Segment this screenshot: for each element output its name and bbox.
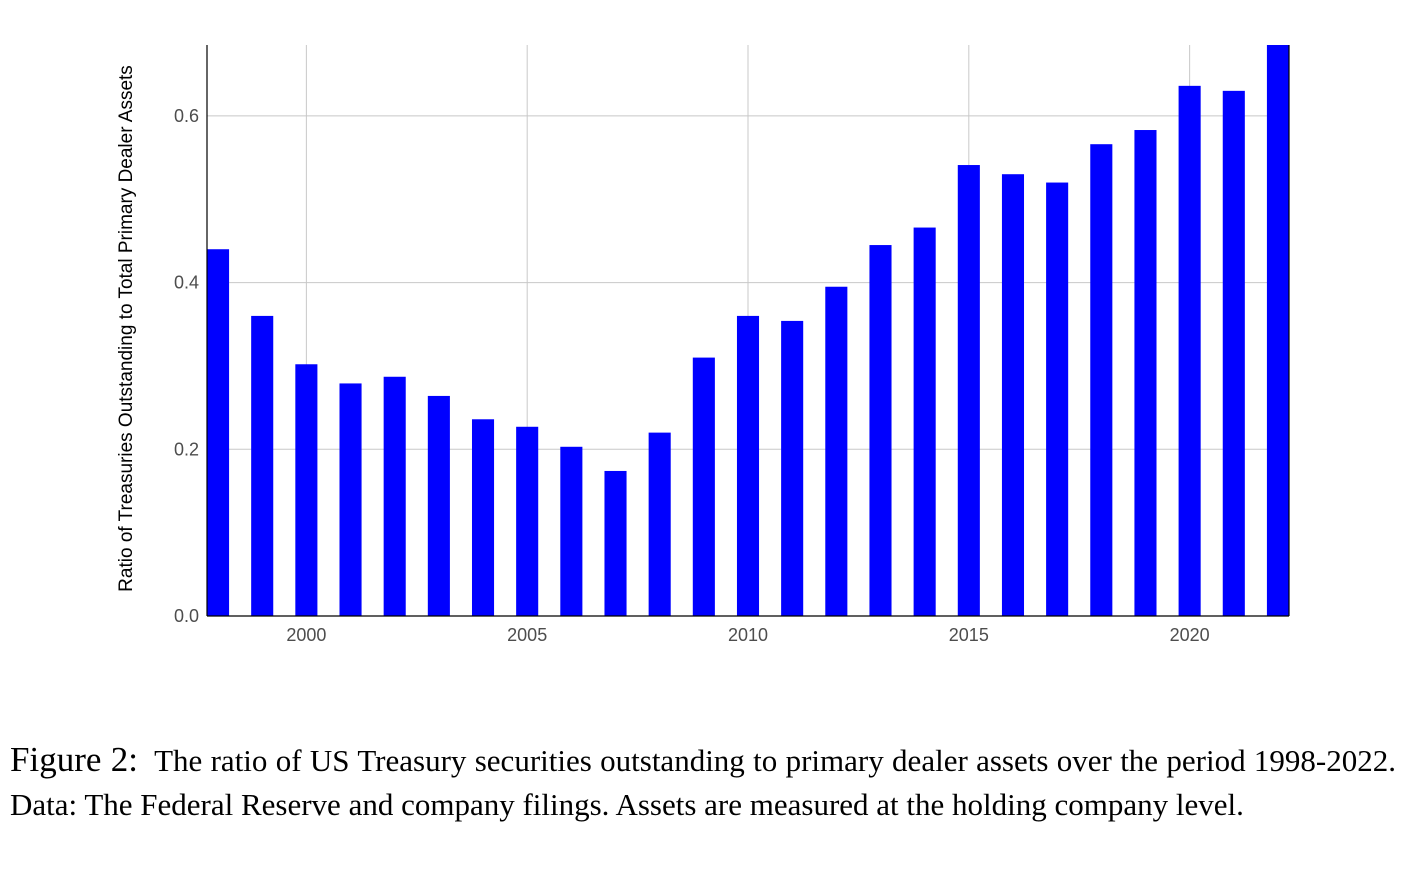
x-tick-label: 2010 (728, 625, 768, 645)
chart: 0.0 0.2 0.4 0.6 2000 2005 2010 2015 2020 Ratio o… (116, 45, 1290, 645)
bar-2006 (560, 446, 583, 616)
y-tick-label: 0.2 (174, 439, 199, 459)
axes (206, 45, 1290, 617)
x-tick-label: 2020 (1170, 625, 1210, 645)
bar-2022 (1266, 45, 1289, 616)
bar-2011 (781, 320, 804, 616)
bar-2009 (692, 357, 715, 616)
bar-2018 (1090, 144, 1113, 616)
y-tick-label: 0.0 (174, 606, 199, 626)
y-tick-label: 0.4 (174, 273, 199, 293)
bar-2002 (383, 376, 406, 616)
bar-2005 (516, 426, 539, 616)
x-tick-label: 2015 (949, 625, 989, 645)
caption-label: Figure 2: (10, 740, 138, 779)
bar-2014 (913, 227, 936, 616)
bar-2020 (1178, 85, 1201, 616)
bar-2000 (295, 364, 318, 616)
x-tick-label: 2005 (507, 625, 547, 645)
bars (207, 45, 1289, 617)
bar-2012 (825, 286, 848, 616)
bar-2008 (648, 432, 671, 616)
bar-2003 (427, 395, 450, 616)
bar-2001 (339, 383, 362, 616)
bar-2007 (604, 470, 627, 616)
bar-2010 (736, 315, 760, 616)
x-tick-label: 2000 (286, 625, 326, 645)
bar-2016 (1001, 174, 1025, 616)
bar-1998 (207, 249, 230, 617)
y-axis-label: Ratio of Treasuries Outstanding to Total… (116, 65, 137, 592)
y-tick-label: 0.6 (174, 106, 199, 126)
bar-2004 (471, 419, 495, 616)
bar-2015 (957, 165, 980, 616)
bar-1999 (251, 315, 274, 616)
bar-2013 (869, 245, 892, 616)
bar-2017 (1046, 182, 1069, 616)
bar-2019 (1134, 130, 1157, 616)
bar-chart-svg: 0.0 0.2 0.4 0.6 2000 2005 2010 2015 2020 Ratio o… (116, 45, 1290, 645)
figure-caption: Figure 2: The ratio of US Treasury secur… (10, 738, 1396, 827)
tick-labels: 0.0 0.2 0.4 0.6 2000 2005 2010 2015 2020 (174, 106, 1210, 645)
caption-text: The ratio of US Treasury securities outs… (10, 743, 1397, 822)
bar-2021 (1222, 90, 1245, 616)
